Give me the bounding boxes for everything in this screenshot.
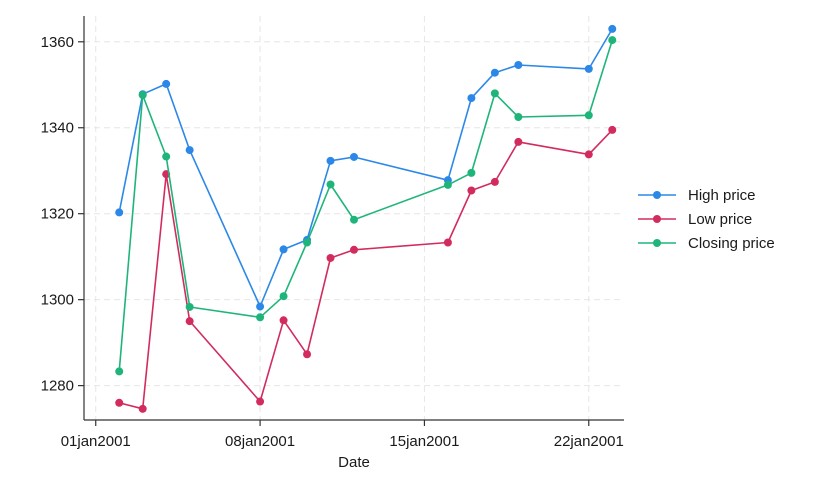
legend-marker [653, 239, 661, 247]
data-point-low-price [350, 245, 358, 254]
y-tick-label: 1320 [41, 206, 74, 223]
series-low-price [115, 125, 617, 413]
data-point-low-price [443, 238, 452, 247]
y-tick-label: 1300 [41, 292, 74, 309]
legend: High price Low price Closing price [638, 187, 775, 252]
y-tick-label: 1360 [41, 34, 74, 51]
data-point-low-price [584, 150, 593, 159]
legend-marker [653, 191, 661, 199]
y-tick-label: 1280 [41, 378, 74, 395]
x-axis-ticks: 01jan2001 08jan2001 15jan2001 22jan2001 [61, 420, 624, 450]
x-tick-label: 22jan2001 [554, 433, 624, 450]
data-point-closing-price [326, 180, 335, 189]
data-point-high-price [279, 245, 288, 254]
x-tick-label: 01jan2001 [61, 433, 131, 450]
data-point-closing-price [490, 89, 499, 98]
y-tick-label: 1340 [41, 120, 74, 137]
data-point-closing-price [185, 302, 194, 311]
data-point-high-price [162, 79, 171, 88]
data-point-high-price [350, 152, 358, 161]
data-point-closing-price [443, 180, 452, 189]
data-point-low-price [303, 350, 312, 359]
data-point-closing-price [514, 113, 523, 121]
series-line-high-price [118, 28, 613, 308]
data-point-low-price [326, 253, 335, 262]
data-point-low-price [185, 317, 194, 326]
axes [83, 16, 624, 421]
series-high-price [115, 24, 617, 311]
data-point-closing-price [303, 238, 312, 247]
x-tick-label: 08jan2001 [225, 433, 295, 450]
data-point-low-price [514, 137, 523, 146]
series-closing-price [115, 36, 617, 376]
legend-label: Closing price [688, 235, 775, 252]
data-point-high-price [185, 146, 194, 155]
legend-item-high-price: High price [638, 187, 756, 204]
series-group [115, 24, 617, 413]
legend-label: High price [688, 187, 756, 204]
data-point-low-price [467, 186, 476, 195]
legend-label: Low price [688, 211, 752, 228]
legend-item-closing-price: Closing price [638, 235, 775, 252]
legend-item-low-price: Low price [638, 211, 752, 228]
data-point-closing-price [608, 36, 617, 45]
data-point-low-price [115, 398, 124, 407]
data-point-closing-price [115, 367, 124, 376]
data-point-low-price [608, 125, 617, 134]
data-point-closing-price [467, 168, 476, 177]
data-point-high-price [608, 24, 617, 33]
data-point-high-price [584, 64, 593, 73]
data-point-low-price [256, 397, 265, 406]
data-point-low-price [490, 177, 499, 186]
data-point-high-price [256, 302, 265, 311]
y-axis-ticks: 1280 1300 1320 1340 1360 [41, 34, 84, 395]
data-point-high-price [514, 60, 523, 69]
data-point-closing-price [256, 313, 265, 322]
data-point-high-price [326, 156, 335, 165]
legend-marker [653, 215, 661, 223]
data-point-closing-price [162, 152, 171, 161]
data-point-closing-price [279, 292, 288, 301]
data-point-high-price [115, 208, 124, 217]
grid-lines [84, 16, 624, 420]
data-point-high-price [490, 68, 499, 77]
data-point-closing-price [138, 91, 147, 100]
data-point-high-price [467, 94, 476, 103]
x-tick-label: 15jan2001 [389, 433, 459, 450]
data-point-closing-price [350, 215, 358, 224]
data-point-closing-price [584, 111, 593, 120]
data-point-low-price [279, 316, 288, 325]
x-axis-title: Date [338, 454, 370, 471]
series-line-low-price [119, 129, 613, 410]
data-point-low-price [138, 404, 147, 413]
